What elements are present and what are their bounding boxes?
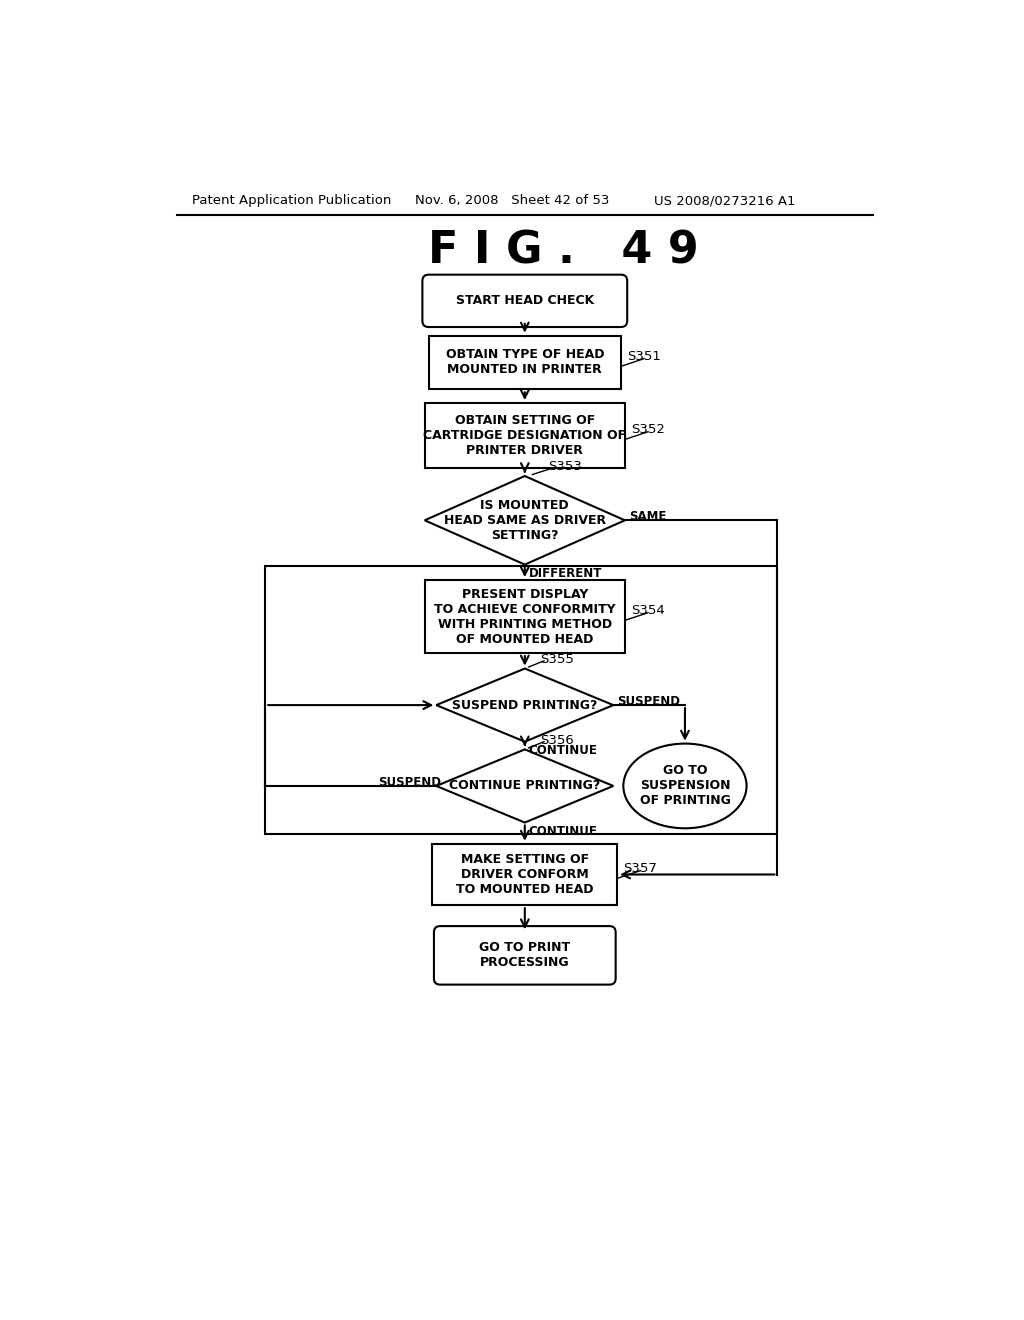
Text: SUSPEND PRINTING?: SUSPEND PRINTING? [453, 698, 597, 711]
Text: OBTAIN TYPE OF HEAD
MOUNTED IN PRINTER: OBTAIN TYPE OF HEAD MOUNTED IN PRINTER [445, 348, 604, 376]
Text: S356: S356 [541, 734, 573, 747]
Text: SUSPEND: SUSPEND [379, 776, 441, 788]
Text: START HEAD CHECK: START HEAD CHECK [456, 294, 594, 308]
Text: OBTAIN SETTING OF
CARTRIDGE DESIGNATION OF
PRINTER DRIVER: OBTAIN SETTING OF CARTRIDGE DESIGNATION … [423, 414, 627, 457]
Bar [425, 579, 625, 653]
Text: GO TO PRINT
PROCESSING: GO TO PRINT PROCESSING [479, 941, 570, 969]
FancyBboxPatch shape [422, 275, 628, 327]
Text: Nov. 6, 2008   Sheet 42 of 53: Nov. 6, 2008 Sheet 42 of 53 [416, 194, 610, 207]
Polygon shape [436, 668, 613, 742]
Ellipse shape [624, 743, 746, 829]
Text: CONTINUE: CONTINUE [528, 744, 598, 758]
Text: CONTINUE: CONTINUE [528, 825, 598, 838]
Text: PRESENT DISPLAY
TO ACHIEVE CONFORMITY
WITH PRINTING METHOD
OF MOUNTED HEAD: PRESENT DISPLAY TO ACHIEVE CONFORMITY WI… [434, 587, 615, 645]
Bar [425, 403, 625, 469]
Text: Patent Application Publication: Patent Application Publication [193, 194, 391, 207]
Text: GO TO
SUSPENSION
OF PRINTING: GO TO SUSPENSION OF PRINTING [640, 764, 730, 808]
Text: SUSPEND: SUSPEND [617, 694, 680, 708]
Bar [429, 335, 621, 389]
Text: CONTINUE PRINTING?: CONTINUE PRINTING? [450, 779, 600, 792]
Text: DIFFERENT: DIFFERENT [528, 568, 602, 581]
Text: S352: S352 [631, 422, 665, 436]
Text: S355: S355 [541, 653, 574, 665]
Text: SAME: SAME [629, 510, 667, 523]
Polygon shape [436, 750, 613, 822]
FancyBboxPatch shape [434, 927, 615, 985]
Text: IS MOUNTED
HEAD SAME AS DRIVER
SETTING?: IS MOUNTED HEAD SAME AS DRIVER SETTING? [443, 499, 606, 541]
Text: F I G .   4 9: F I G . 4 9 [428, 230, 698, 272]
Text: S353: S353 [548, 461, 582, 474]
Polygon shape [425, 477, 625, 565]
Text: US 2008/0273216 A1: US 2008/0273216 A1 [654, 194, 796, 207]
Text: S354: S354 [631, 603, 665, 616]
Text: S351: S351 [628, 350, 662, 363]
Text: MAKE SETTING OF
DRIVER CONFORM
TO MOUNTED HEAD: MAKE SETTING OF DRIVER CONFORM TO MOUNTE… [456, 853, 594, 896]
Text: S357: S357 [624, 862, 657, 875]
Bar [265, 566, 777, 834]
Bar [432, 843, 617, 906]
